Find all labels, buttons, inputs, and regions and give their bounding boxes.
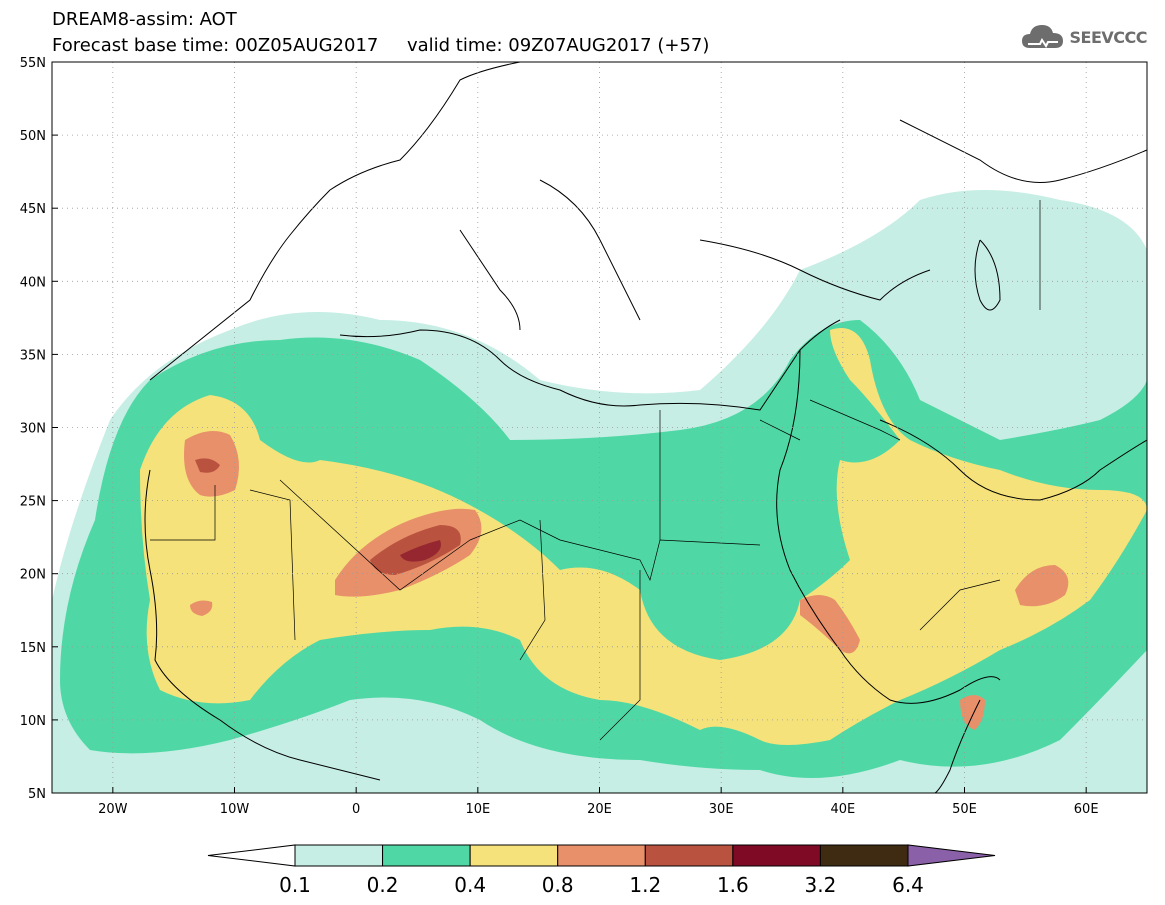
country-borders — [150, 200, 1041, 741]
seevccc-logo: SEEVCCC — [1020, 22, 1148, 52]
lat-tick-label: 15N — [20, 641, 46, 656]
colorbar-label: 0.4 — [454, 873, 486, 897]
lon-tick-label: 0 — [352, 802, 360, 817]
colorbar-over-arrow — [907, 844, 996, 867]
lat-tick-label: 45N — [20, 202, 46, 217]
lat-tick-label: 55N — [20, 56, 46, 71]
map-title: DREAM8-assim: AOT — [52, 9, 237, 30]
lat-tick-label: 50N — [20, 129, 46, 144]
aot-field — [52, 190, 1147, 793]
colorbar-segment — [294, 844, 384, 867]
lat-tick-label: 5N — [28, 787, 46, 802]
colorbar-segment — [557, 844, 646, 867]
lon-tick-label: 30E — [709, 802, 734, 817]
colorbar-label: 1.6 — [717, 873, 749, 897]
lat-tick-label: 35N — [20, 348, 46, 363]
lon-tick-label: 40E — [830, 802, 855, 817]
colorbar-under-arrow — [207, 844, 296, 867]
colorbar-label: 1.2 — [629, 873, 661, 897]
colorbar-segment — [819, 844, 909, 867]
colorbar-label: 0.1 — [279, 873, 311, 897]
lat-tick-label: 30N — [20, 422, 46, 437]
colorbar-label: 0.8 — [542, 873, 574, 897]
colorbar-label: 6.4 — [892, 873, 924, 897]
coastlines — [144, 62, 1147, 793]
colorbar-segment — [732, 844, 821, 867]
lon-ticks: 20W 10W 0 10E 20E 30E 40E 50E 60E — [98, 787, 1099, 817]
gridlines — [52, 62, 1147, 793]
aot-region-very-high-4 — [800, 595, 860, 654]
colorbar-label: 3.2 — [805, 873, 837, 897]
valid-time: valid time: 09Z07AUG2017 (+57) — [406, 35, 710, 56]
aot-region-very-high-5 — [960, 695, 985, 730]
lat-tick-label: 25N — [20, 495, 46, 510]
aot-region-very-high-6 — [190, 600, 213, 616]
colorbar-segment — [644, 844, 734, 867]
aot-region-peak — [400, 540, 441, 562]
logo-text: SEEVCCC — [1069, 27, 1148, 47]
lon-tick-label: 50E — [952, 802, 977, 817]
map-subtitle: Forecast base time: 00Z05AUG2017 valid t… — [52, 36, 709, 56]
base-time: Forecast base time: 00Z05AUG2017 — [52, 35, 379, 56]
aot-region-very-high-3 — [1015, 565, 1069, 607]
lat-tick-label: 40N — [20, 275, 46, 290]
aot-region-high — [140, 328, 1147, 745]
lat-ticks: 55N 50N 45N 40N 35N 30N 25N 20N 15N 10N 5N — [20, 56, 58, 802]
lon-tick-label: 20W — [98, 802, 128, 817]
lon-tick-label: 10W — [220, 802, 250, 817]
lon-tick-label: 20E — [587, 802, 612, 817]
lat-tick-label: 20N — [20, 568, 46, 583]
cloud-icon — [1021, 25, 1063, 48]
colorbar-label: 0.2 — [367, 873, 399, 897]
colorbar-segment — [382, 844, 471, 867]
colorbar-segment — [469, 844, 559, 867]
lon-tick-label: 60E — [1074, 802, 1099, 817]
lat-tick-label: 10N — [20, 714, 46, 729]
lon-tick-label: 10E — [465, 802, 490, 817]
aot-region-extreme-2 — [195, 458, 220, 473]
